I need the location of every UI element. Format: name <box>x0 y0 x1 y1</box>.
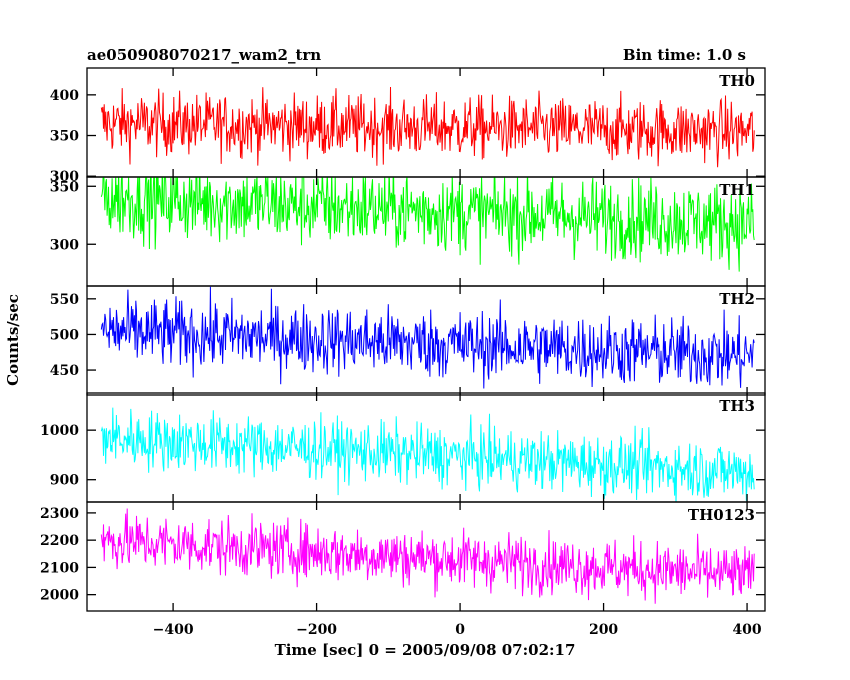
y-tick-label: 2100 <box>40 560 79 576</box>
y-tick-label: 2300 <box>40 506 79 522</box>
panel-label: TH1 <box>719 181 755 199</box>
series-line-th2 <box>100 286 755 389</box>
panel-th1: 300 350 TH1 <box>50 176 766 287</box>
y-tick-label: 500 <box>50 327 79 343</box>
panel-label: TH0123 <box>688 506 755 524</box>
y-tick-label: 550 <box>50 292 79 308</box>
y-tick-label: 400 <box>50 88 79 104</box>
chart-title: ae050908070217_wam2_trn <box>87 46 321 64</box>
x-tick-label: 400 <box>732 622 761 638</box>
y-tick-label: 1000 <box>40 423 79 439</box>
y-tick-label: 350 <box>50 179 79 195</box>
y-tick-label: 300 <box>50 237 79 253</box>
panel-frame <box>86 501 766 612</box>
x-axis-label: Time [sec] 0 = 2005/09/08 07:02:17 <box>275 641 576 659</box>
panel-th2: 450 500 550 TH2 <box>50 285 766 396</box>
x-tick-label: −400 <box>153 622 194 638</box>
x-tick-label: −200 <box>296 622 337 638</box>
panel-label: TH0 <box>719 72 755 90</box>
x-tick-label: 0 <box>455 622 465 638</box>
series-line-th3 <box>100 407 755 502</box>
series-line-th1 <box>100 177 755 272</box>
y-axis-label: Counts/sec <box>4 294 22 386</box>
bin-time-label: Bin time: 1.0 s <box>623 46 746 64</box>
panel-frame <box>86 285 766 396</box>
panel-label: TH3 <box>719 397 755 415</box>
y-tick-label: 300 <box>50 169 79 185</box>
panel-th3: 900 1000 TH3 <box>40 392 766 503</box>
panel-th0123: 2000 2100 2200 2300 TH0123 <box>40 501 766 612</box>
x-tick-label: 200 <box>589 622 618 638</box>
y-tick-label: 450 <box>50 363 79 379</box>
y-tick-label: 2200 <box>40 533 79 549</box>
panel-th0: 300 350 400 TH0 <box>50 67 766 185</box>
y-tick-label: 350 <box>50 129 79 145</box>
series-line-th0123 <box>100 508 755 604</box>
y-tick-label: 900 <box>50 473 79 489</box>
series-line-th0 <box>100 86 755 168</box>
y-tick-label: 2000 <box>40 588 79 604</box>
panel-label: TH2 <box>719 290 755 308</box>
